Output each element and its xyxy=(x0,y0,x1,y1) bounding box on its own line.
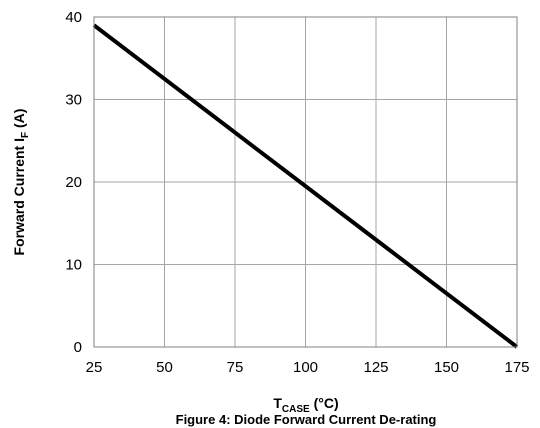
x-tick-labels: 25 50 75 100 125 150 175 xyxy=(86,359,530,376)
x-tick-label: 175 xyxy=(504,359,529,376)
x-axis-title: TCASE (°C) xyxy=(273,395,338,415)
x-axis-title-subscript: CASE xyxy=(282,404,310,415)
derating-line xyxy=(92,23,519,349)
y-tick-label: 30 xyxy=(65,92,82,109)
plot-area-border xyxy=(93,16,518,348)
y-tick-label: 20 xyxy=(65,174,82,191)
x-tick-label: 50 xyxy=(156,359,173,376)
y-tick-label: 40 xyxy=(65,9,82,26)
series-layer xyxy=(92,23,519,349)
x-axis-title-unit: (°C) xyxy=(310,395,339,411)
figure-caption: Figure 4: Diode Forward Current De-ratin… xyxy=(176,412,437,427)
x-axis-title-main: T xyxy=(273,395,282,411)
y-tick-label: 0 xyxy=(74,339,82,356)
y-axis-title-main: Forward Current I xyxy=(11,138,27,255)
x-tick-label: 100 xyxy=(293,359,318,376)
y-tick-labels: 0 10 20 30 40 xyxy=(65,9,82,356)
x-tick-label: 125 xyxy=(363,359,388,376)
x-tick-label: 25 xyxy=(86,359,103,376)
y-axis-title: Forward Current IF (A) xyxy=(11,109,31,256)
x-tick-label: 75 xyxy=(227,359,244,376)
y-tick-label: 10 xyxy=(65,257,82,274)
x-tick-label: 150 xyxy=(434,359,459,376)
y-axis-title-subscript: F xyxy=(20,132,31,138)
y-axis-title-unit: (A) xyxy=(11,109,27,132)
